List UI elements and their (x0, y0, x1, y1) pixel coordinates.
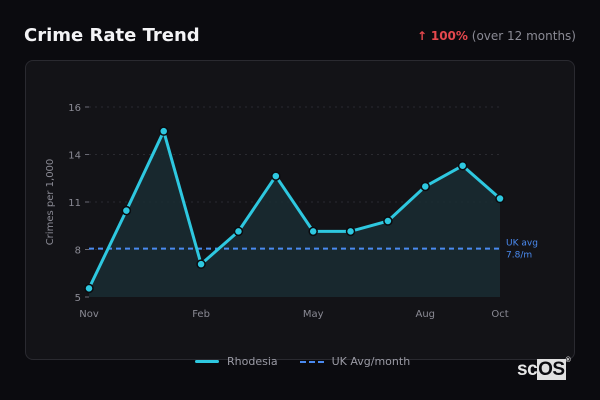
y-tick-label: 14 (68, 151, 81, 162)
arrow-up-icon: ↑ (416, 29, 428, 43)
data-point (233, 226, 244, 237)
data-point (271, 171, 281, 181)
x-tick-label: Aug (416, 309, 436, 320)
uk-avg-label: UK avg (506, 239, 538, 249)
data-point (121, 205, 132, 216)
change-indicator: ↑ 100% (over 12 months) (417, 29, 576, 43)
legend-item-rhodesia[interactable]: Rhodesia (195, 355, 278, 368)
legend-label: Rhodesia (227, 355, 278, 368)
data-point (345, 226, 356, 237)
data-point (383, 216, 393, 226)
x-tick-label: May (303, 309, 324, 320)
data-point (308, 226, 318, 237)
y-tick-label: 5 (75, 293, 81, 304)
series-area (89, 131, 500, 297)
data-point (196, 259, 206, 269)
legend-swatch-solid (195, 360, 219, 363)
legend: Rhodesia UK Avg/month (195, 355, 410, 368)
uk-avg-value: 7.8/m (506, 251, 532, 261)
change-period: (over 12 months) (471, 29, 576, 43)
change-value: 100% (430, 29, 468, 43)
y-tick-label: 16 (68, 103, 81, 114)
legend-label: UK Avg/month (331, 355, 411, 368)
page-title: Crime Rate Trend (24, 25, 200, 46)
legend-item-uk-avg[interactable]: UK Avg/month (299, 355, 411, 368)
y-tick-label: 8 (75, 246, 81, 257)
data-point (84, 283, 94, 294)
x-tick-label: Nov (79, 309, 99, 320)
data-point (420, 181, 431, 192)
data-point (495, 193, 505, 204)
y-axis-label: Crimes per 1,000 (45, 159, 56, 246)
data-point (158, 126, 169, 136)
series-line-rhodesia (87, 129, 501, 290)
x-tick-label: Feb (192, 309, 210, 320)
data-point (457, 160, 468, 171)
scos-logo: scOS® (517, 357, 571, 380)
x-tick-label: Oct (491, 309, 508, 320)
y-tick-label: 11 (68, 198, 81, 209)
legend-swatch-dashed (299, 360, 324, 363)
